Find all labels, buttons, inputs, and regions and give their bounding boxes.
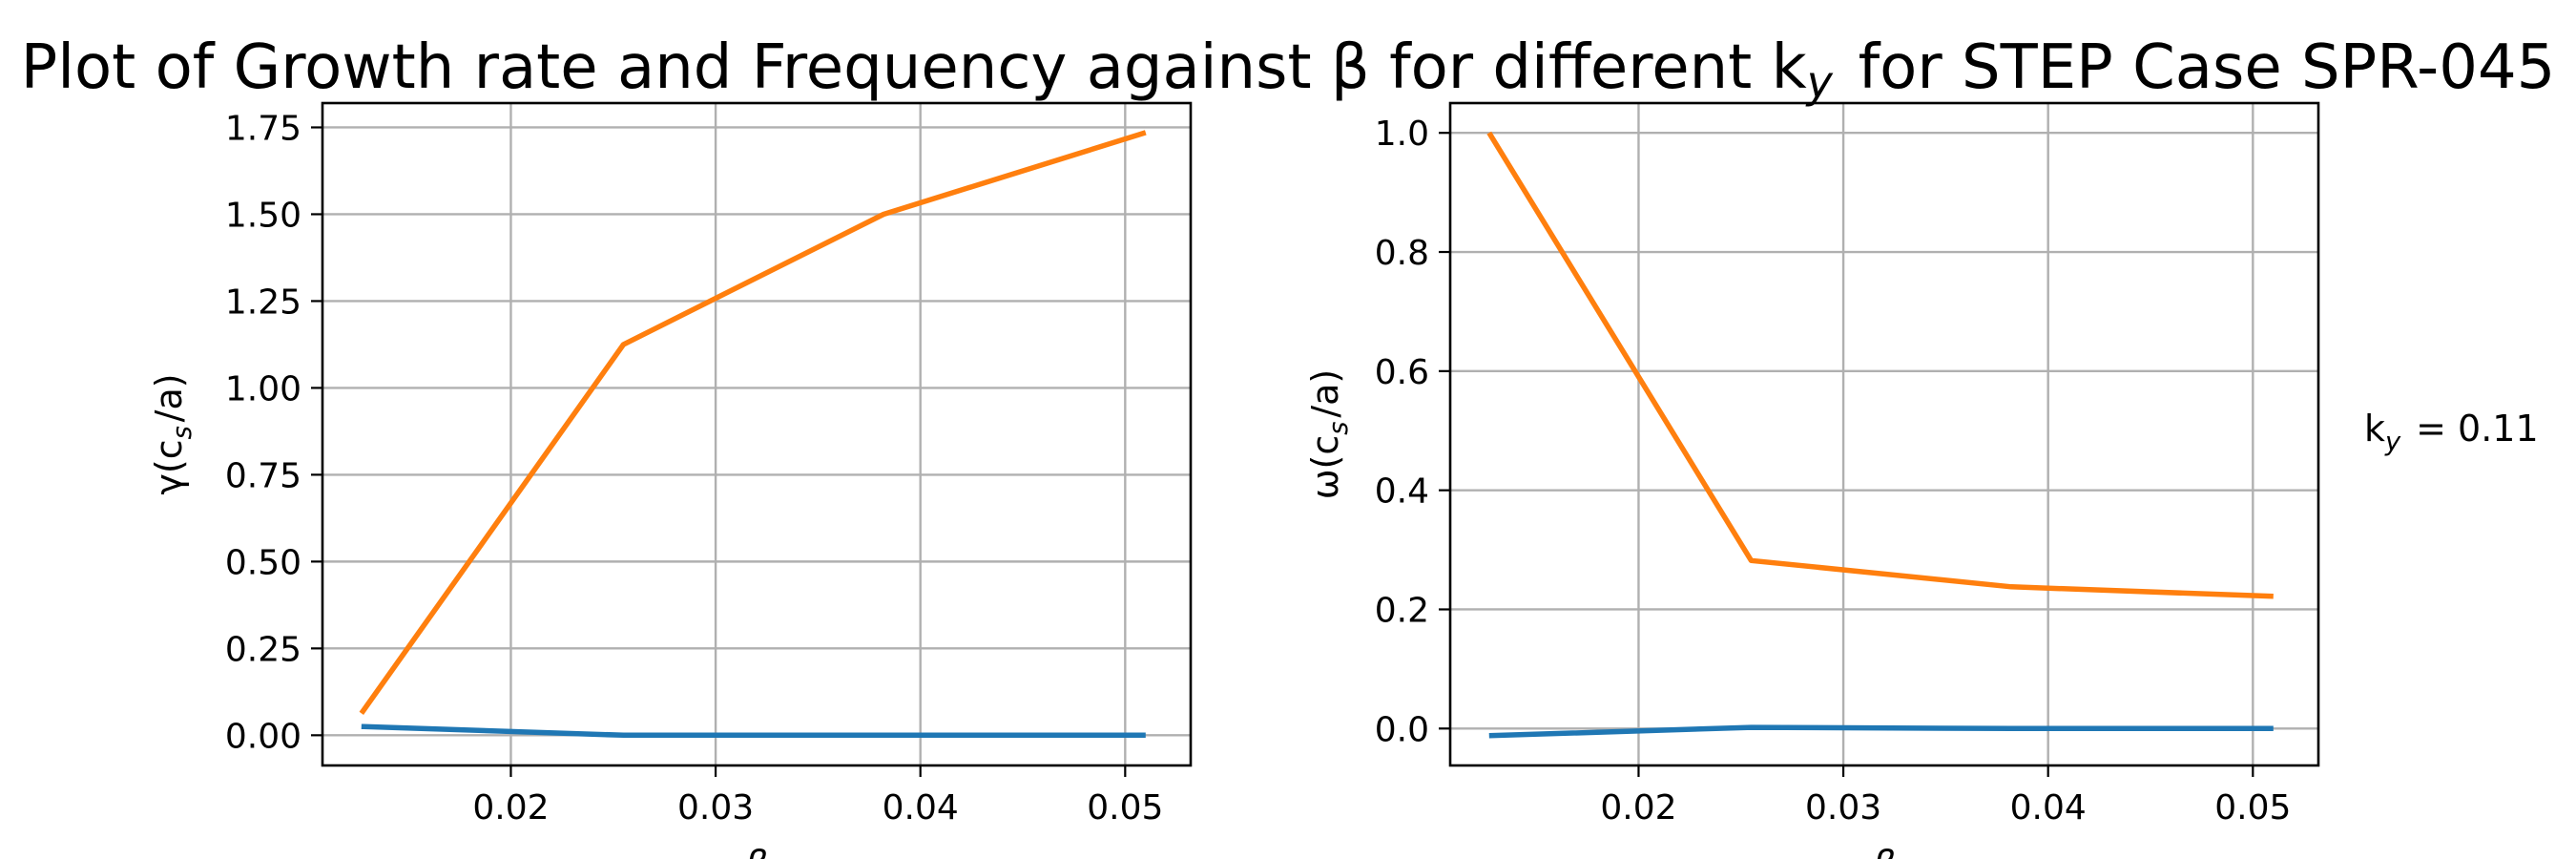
y-tick-label: 0.25 [225, 630, 301, 669]
y-tick-label: 0.2 [1375, 591, 1429, 630]
y-tick-label: 0.00 [225, 717, 301, 756]
y-tick-label: 0.50 [225, 543, 301, 582]
chart-title: Plot of Growth rate and Frequency agains… [21, 32, 2556, 108]
y-tick-label: 1.50 [225, 196, 301, 235]
series-line-2 [1486, 131, 2274, 599]
y-tick-label: 1.00 [225, 369, 301, 409]
series-line-1 [1488, 724, 2274, 739]
axes-frame [321, 101, 1193, 767]
x-tick-label: 0.02 [472, 788, 549, 828]
growth-rate-panel: 0.02 0.03 0.04 0.05 0.00 0.25 0.50 0.75 1.00 1.25… [148, 101, 1193, 859]
series-line-1 [361, 723, 1146, 739]
series-line-2 [359, 130, 1147, 715]
x-tick-label: 0.02 [1600, 788, 1676, 828]
axes-frame [1448, 101, 2320, 767]
y-tick-label: 0.4 [1375, 472, 1429, 512]
y-tick-label: 1.75 [225, 109, 301, 148]
y-tick-label: 0.0 [1375, 710, 1429, 749]
y-tick-label: 1.25 [225, 283, 301, 322]
y-tick-label: 0.75 [225, 456, 301, 495]
y-tick-label: 1.0 [1375, 115, 1429, 154]
x-tick-label: 0.03 [1805, 788, 1881, 828]
y-tick-label: 0.6 [1375, 353, 1429, 392]
x-tick-label: 0.05 [2214, 788, 2291, 828]
frequency-panel: 0.02 0.03 0.04 0.05 0.0 0.2 0.4 0.6 0.8 1.0 ω(cs /… [1304, 101, 2320, 859]
x-axis-label: β [744, 843, 768, 859]
y-axis-label: γ(cs /a) [148, 373, 197, 494]
x-tick-label: 0.05 [1087, 788, 1163, 828]
y-tick-label: 0.8 [1375, 234, 1429, 273]
x-axis-label: β [1872, 843, 1896, 859]
ky-annotation: ky = 0.11 [2364, 408, 2539, 457]
x-tick-label: 0.04 [2010, 788, 2087, 828]
y-axis-label: ω(cs /a) [1304, 369, 1354, 500]
x-tick-label: 0.03 [677, 788, 754, 828]
x-tick-label: 0.04 [883, 788, 959, 828]
